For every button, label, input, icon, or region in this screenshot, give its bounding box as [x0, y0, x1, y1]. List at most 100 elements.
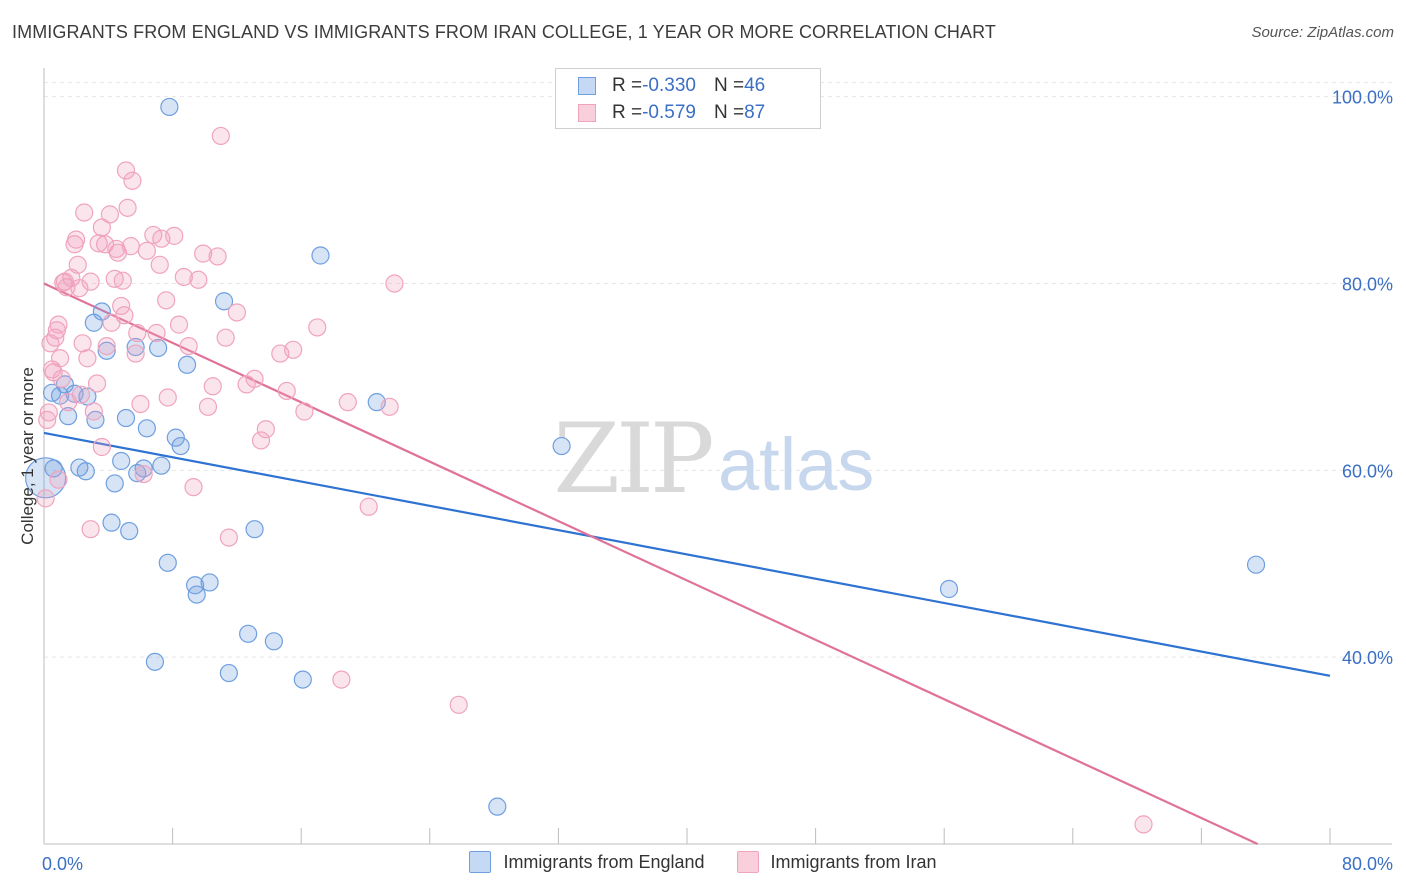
legend-n-value-england: 46 — [744, 75, 766, 96]
axes — [43, 68, 1392, 845]
data-points — [25, 97, 1266, 834]
grid-lines — [44, 82, 1392, 658]
point-iran-22 — [81, 520, 100, 539]
legend-r-value-iran: -0.579 — [642, 102, 696, 123]
point-iran-68 — [277, 381, 296, 401]
y-tick-label-2: 80.0% — [1342, 275, 1393, 295]
point-iran-49 — [158, 388, 177, 407]
point-iran-83 — [102, 313, 121, 332]
point-iran-79 — [41, 334, 60, 353]
point-iran-34 — [113, 271, 132, 290]
x-tick-label-1: 80.0% — [1342, 854, 1393, 874]
legend-label-england: Immigrants from England — [503, 851, 705, 872]
point-iran-58 — [208, 247, 227, 266]
point-england-32 — [200, 573, 219, 592]
point-england-45 — [44, 459, 63, 478]
trend-line-iran — [43, 282, 1259, 845]
point-iran-69 — [284, 340, 303, 359]
point-iran-55 — [194, 244, 213, 263]
point-iran-27 — [95, 235, 115, 254]
trend-line-england — [43, 431, 1331, 677]
point-iran-50 — [165, 226, 184, 245]
point-iran-28 — [97, 337, 116, 356]
point-england-21 — [137, 419, 156, 438]
point-iran-2 — [39, 403, 58, 422]
point-iran-74 — [359, 497, 378, 516]
y-tick-labels: 40.0% 60.0% 80.0% 100.0% — [1332, 88, 1393, 668]
point-england-39 — [311, 246, 330, 265]
point-iran-15 — [67, 230, 86, 249]
point-england-27 — [166, 428, 185, 447]
point-iran-43 — [137, 241, 156, 260]
point-england-23 — [149, 338, 168, 358]
point-iran-1 — [38, 410, 57, 429]
point-iran-60 — [216, 328, 235, 347]
point-england-35 — [239, 624, 258, 643]
point-england-44 — [1246, 555, 1266, 574]
legend-swatch-iran — [578, 104, 596, 122]
point-england-8 — [78, 387, 97, 406]
legend-row-iran: R = -0.579 N = 87 — [578, 101, 765, 125]
point-iran-29 — [100, 205, 120, 224]
point-england-3 — [55, 375, 74, 394]
point-iran-84 — [131, 394, 150, 414]
legend-r-label-iran: R = — [612, 102, 643, 123]
point-iran-70 — [295, 402, 314, 421]
trend-lines — [43, 282, 1331, 845]
point-england-25 — [158, 553, 177, 572]
point-england-37 — [264, 632, 283, 651]
legend-swatch-england — [578, 77, 596, 95]
point-england-14 — [105, 474, 124, 493]
point-england-42 — [552, 436, 571, 456]
watermark: ZIP atlas — [553, 403, 874, 515]
point-iran-21 — [81, 272, 100, 291]
series-legend: Immigrants from England Immigrants from … — [0, 851, 1406, 873]
point-england-24 — [152, 456, 171, 475]
point-iran-57 — [203, 377, 222, 396]
watermark-atlas: atlas — [718, 423, 874, 506]
point-england-17 — [120, 521, 139, 541]
point-iran-72 — [332, 670, 351, 689]
point-england-31 — [187, 585, 206, 604]
point-england-12 — [97, 341, 116, 360]
point-iran-73 — [338, 393, 357, 412]
chart-title: IMMIGRANTS FROM ENGLAND VS IMMIGRANTS FR… — [12, 22, 997, 42]
point-iran-37 — [118, 198, 137, 217]
legend-item-iran[interactable]: Immigrants from Iran — [736, 851, 937, 873]
point-england-13 — [102, 513, 121, 532]
point-iran-52 — [174, 267, 193, 287]
point-iran-64 — [245, 369, 264, 388]
point-iran-39 — [123, 171, 142, 190]
point-iran-59 — [211, 126, 230, 146]
point-england-29 — [177, 355, 197, 374]
point-england-16 — [116, 408, 136, 428]
legend-n-label-england: N = — [713, 75, 745, 96]
point-england-7 — [76, 462, 95, 481]
point-iran-71 — [308, 318, 327, 337]
point-iran-66 — [256, 420, 275, 439]
point-iran-56 — [198, 397, 218, 416]
point-iran-19 — [75, 203, 94, 222]
point-iran-40 — [126, 344, 145, 363]
point-england-34 — [214, 292, 234, 311]
point-england-33 — [219, 663, 238, 683]
point-iran-85 — [49, 470, 68, 489]
point-england-20 — [134, 459, 153, 478]
point-iran-77 — [449, 695, 468, 714]
point-iran-78 — [1134, 815, 1153, 834]
y-tick-label-3: 100.0% — [1332, 88, 1393, 108]
point-iran-76 — [385, 274, 404, 293]
point-iran-23 — [84, 402, 103, 421]
point-england-18 — [126, 337, 145, 357]
point-england-15 — [112, 451, 131, 471]
point-iran-51 — [169, 315, 189, 334]
watermark-zip: ZIP — [553, 403, 712, 515]
point-iran-53 — [184, 478, 203, 497]
legend-swatch-iran-bottom — [736, 851, 759, 873]
point-iran-41 — [128, 323, 147, 343]
point-england-26 — [160, 97, 179, 117]
legend-r-value-england: -0.330 — [642, 75, 696, 96]
point-england-41 — [488, 797, 507, 816]
point-iran-61 — [219, 528, 238, 547]
legend-item-england[interactable]: Immigrants from England — [469, 851, 705, 873]
